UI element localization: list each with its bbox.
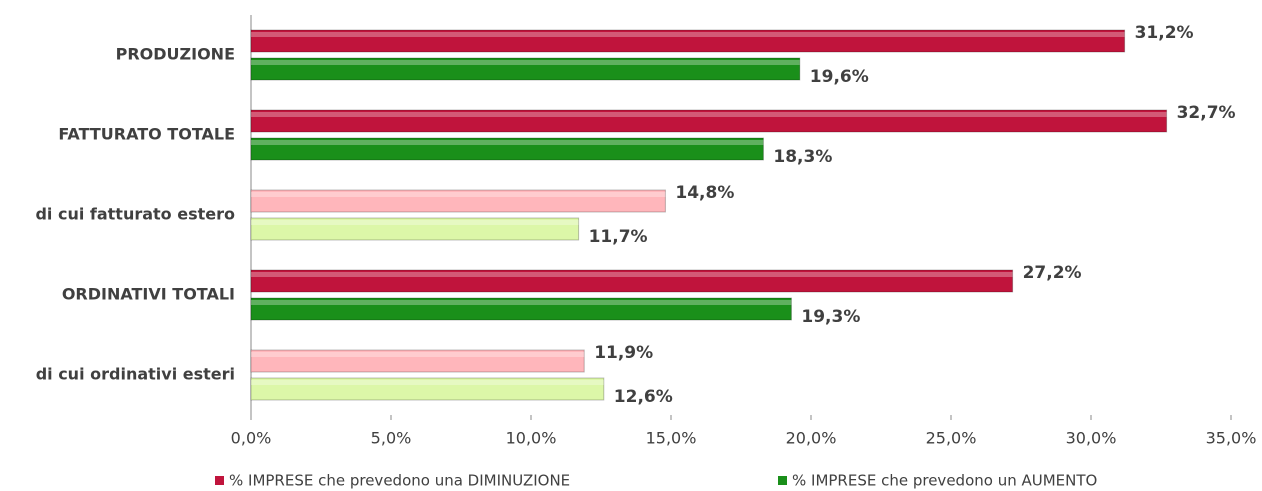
x-tick-label: 15,0%	[646, 429, 697, 448]
value-label: 18,3%	[773, 147, 832, 167]
x-tick-label: 0,0%	[231, 429, 272, 448]
x-tick-label: 20,0%	[786, 429, 837, 448]
bar-highlight	[251, 380, 604, 385]
bar-highlight	[251, 112, 1167, 117]
bar-highlight	[251, 220, 579, 225]
legend-marker	[778, 476, 787, 485]
bar-highlight	[251, 272, 1013, 277]
category-label: di cui fatturato estero	[35, 205, 235, 224]
category-label: ORDINATIVI TOTALI	[62, 285, 235, 304]
x-tick-label: 30,0%	[1066, 429, 1117, 448]
value-label: 12,6%	[614, 387, 673, 407]
legend-label: % IMPRESE che prevedono una DIMINUZIONE	[229, 472, 570, 490]
bar-highlight	[251, 300, 792, 305]
bar	[250, 269, 1014, 293]
bar	[250, 137, 764, 161]
bar-highlight	[251, 140, 764, 145]
x-tick-label: 25,0%	[926, 429, 977, 448]
bar	[250, 109, 1168, 133]
x-tick-label: 10,0%	[506, 429, 557, 448]
bar	[250, 297, 792, 321]
bar-highlight	[251, 192, 666, 197]
legend-marker	[215, 476, 224, 485]
value-label: 27,2%	[1023, 263, 1082, 283]
bar	[250, 57, 801, 81]
x-tick-label: 5,0%	[371, 429, 412, 448]
bar-highlight	[251, 352, 585, 357]
category-label: di cui ordinativi esteri	[36, 365, 235, 384]
bar-highlight	[251, 60, 800, 65]
value-label: 31,2%	[1135, 23, 1194, 43]
bar	[250, 217, 580, 241]
bar	[250, 377, 605, 401]
bar	[250, 29, 1126, 53]
value-label: 14,8%	[675, 183, 734, 203]
value-label: 19,3%	[801, 307, 860, 327]
bar	[250, 189, 666, 213]
legend-label: % IMPRESE che prevedono un AUMENTO	[792, 472, 1097, 490]
category-label: FATTURATO TOTALE	[58, 125, 235, 144]
bar	[250, 349, 585, 373]
value-label: 11,9%	[594, 343, 653, 363]
value-label: 11,7%	[589, 227, 648, 247]
value-label: 19,6%	[810, 67, 869, 87]
value-label: 32,7%	[1177, 103, 1236, 123]
bar-highlight	[251, 32, 1125, 37]
x-tick-label: 35,0%	[1206, 429, 1257, 448]
category-label: PRODUZIONE	[116, 45, 235, 64]
